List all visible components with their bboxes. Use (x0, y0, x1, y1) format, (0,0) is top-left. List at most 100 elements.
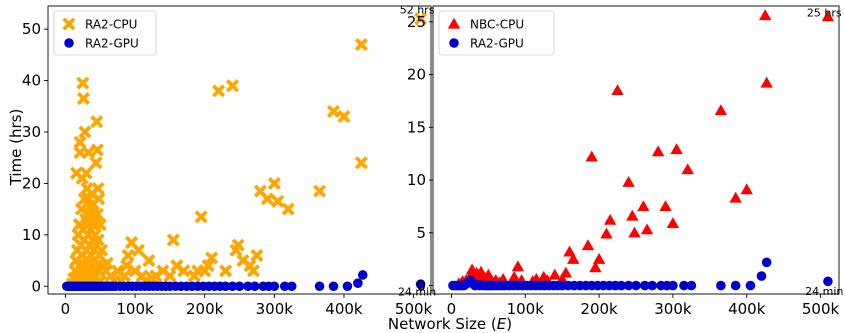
y-axis-label: Time (hrs) (7, 109, 25, 187)
data-point (286, 281, 297, 292)
legend-marker (449, 38, 459, 48)
legend-marker (62, 17, 76, 31)
data-point (131, 243, 146, 257)
data-point (761, 257, 772, 268)
data-point (79, 166, 93, 180)
data-point (679, 280, 689, 291)
data-point (342, 281, 353, 292)
data-point (740, 183, 753, 195)
legend: NBC-CPU RA2-GPU (438, 10, 555, 56)
data-point (716, 280, 726, 291)
legend-entry: RA2-GPU (85, 37, 139, 51)
y-tick-label: 20 (22, 174, 41, 192)
data-point (93, 218, 107, 232)
data-point (326, 104, 341, 118)
series-ra2-cpu (65, 12, 428, 291)
data-point (415, 279, 426, 290)
data-point (194, 210, 208, 224)
legend-entry: NBC-CPU (470, 18, 524, 32)
data-point (821, 10, 835, 22)
data-point (622, 175, 635, 187)
legend: RA2-CPU RA2-GPU (53, 10, 157, 56)
axes-frame (47, 5, 432, 295)
data-point (637, 200, 650, 212)
y-tick-label: 20 (407, 66, 426, 84)
data-point (234, 281, 245, 292)
legend-entry: RA2-GPU (470, 37, 524, 51)
data-point (623, 280, 634, 291)
x-tick-label: 100k (507, 300, 545, 318)
data-point (231, 238, 245, 252)
data-point (756, 271, 767, 281)
data-point (121, 248, 135, 262)
data-point (626, 209, 639, 221)
data-point (314, 281, 325, 292)
x-axis-label-suffix: ) (506, 315, 512, 333)
y-tick-label: 30 (22, 123, 41, 141)
data-point (592, 252, 606, 264)
legend-box (438, 10, 555, 56)
data-point (729, 191, 742, 203)
data-point (163, 269, 177, 283)
data-point (508, 270, 521, 282)
right-chart-panel: 0 100k 200k 300k 400k 500k 0 5 10 15 20 25 25 hrs 24 … (407, 5, 843, 318)
data-point (357, 270, 368, 280)
data-point (90, 207, 104, 221)
data-point (640, 280, 650, 291)
data-point (651, 145, 665, 157)
y-tick-label: 0 (31, 277, 41, 295)
data-point (90, 143, 104, 157)
data-point (279, 281, 290, 292)
x-tick-label: 0 (61, 300, 71, 318)
data-point (414, 12, 428, 26)
data-point (603, 213, 617, 225)
axes-frame (432, 5, 840, 295)
data-point (78, 125, 92, 139)
data-point (628, 226, 641, 238)
x-tick-label: 400k (325, 300, 363, 318)
data-point (666, 217, 680, 228)
data-point (681, 163, 694, 175)
data-point (271, 194, 285, 208)
data-point (563, 245, 576, 257)
data-point (243, 281, 253, 292)
shared-x-axis-label: Network Size (E) (388, 315, 512, 333)
x-tick-label: 300k (654, 300, 692, 318)
data-point (219, 264, 233, 278)
x-tick-label: 300k (256, 300, 294, 318)
data-point (600, 227, 613, 239)
data-point (354, 38, 368, 52)
y-tick-label: 5 (416, 224, 426, 242)
series-ra2-gpu (448, 257, 833, 291)
data-point (267, 176, 281, 190)
data-point (246, 264, 260, 278)
x-tick-label: 200k (186, 300, 224, 318)
data-point (91, 182, 105, 196)
data-point (92, 192, 106, 206)
data-point (313, 184, 327, 198)
data-point (823, 276, 833, 287)
data-point (225, 79, 240, 93)
data-point (714, 104, 728, 116)
data-point (354, 156, 368, 170)
data-point (686, 280, 697, 291)
data-point (548, 268, 561, 280)
annotation-label: 24 min (805, 285, 843, 298)
data-point (250, 248, 264, 262)
data-point (511, 260, 525, 272)
data-point (670, 143, 683, 155)
data-point (201, 259, 215, 273)
x-tick-label: 400k (728, 300, 766, 318)
data-point (585, 150, 598, 162)
data-point (76, 92, 91, 106)
y-tick-label: 10 (407, 171, 426, 189)
data-point (730, 280, 741, 291)
data-point (95, 243, 109, 257)
data-point (328, 281, 339, 292)
data-point (89, 156, 103, 170)
legend-marker (447, 17, 461, 29)
data-point (668, 280, 678, 291)
data-point (589, 261, 602, 273)
data-point (76, 76, 90, 90)
y-tick-label: 0 (416, 277, 426, 295)
